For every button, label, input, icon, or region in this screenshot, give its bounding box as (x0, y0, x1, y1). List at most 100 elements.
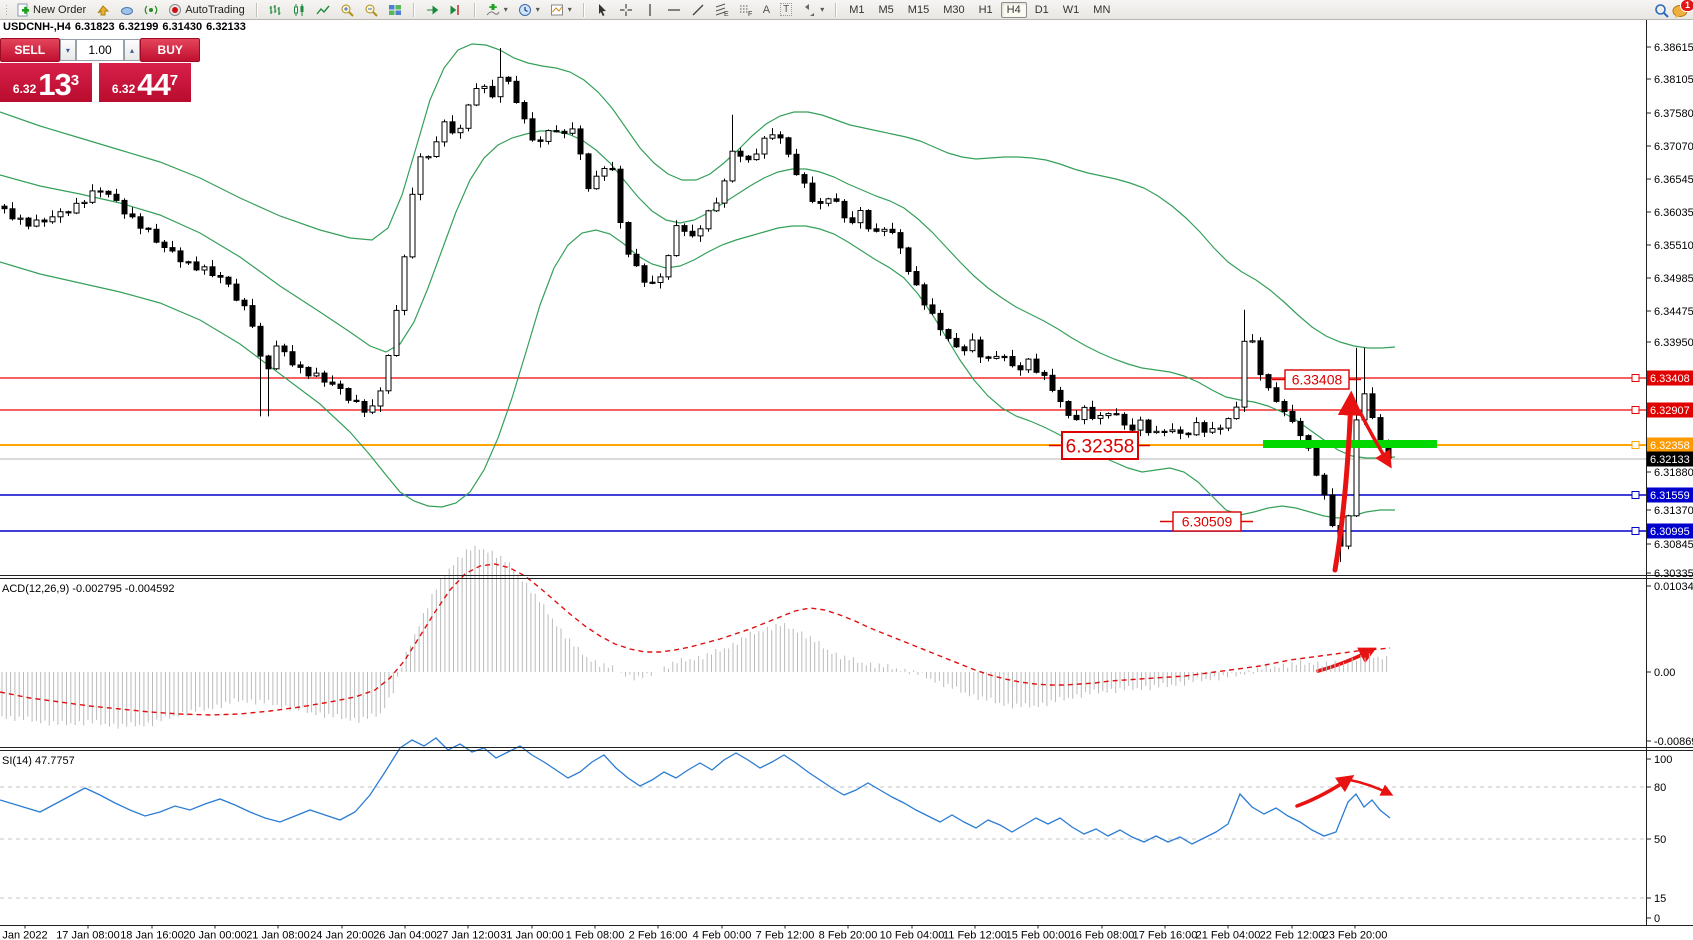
price-annotation-6.33408[interactable]: 6.33408 (1272, 369, 1361, 390)
volume-decrease-button[interactable]: ▾ (59, 39, 77, 61)
sell-price-display[interactable]: 6.32 13 3 (0, 63, 92, 102)
toolbar-right: 1 (1654, 0, 1693, 19)
timeframe-button-m5[interactable]: M5 (878, 3, 894, 16)
timeframe-button-m30[interactable]: M30 (943, 3, 965, 16)
notifications-icon[interactable]: 1 (1672, 0, 1693, 18)
zoom-in-button[interactable] (335, 1, 359, 19)
sell-price-big: 13 (38, 67, 71, 102)
timeframe-button-mn[interactable]: MN (1093, 3, 1111, 16)
toolbar-group-scroll (417, 0, 471, 19)
toolbar-separator (412, 2, 414, 17)
line-handle[interactable] (1631, 527, 1640, 535)
breakout-up-arrow[interactable] (1332, 390, 1363, 573)
timeframe-button-m15[interactable]: M15 (907, 3, 930, 16)
dropdown-caret: ▾ (535, 5, 540, 14)
text-tool-button[interactable]: A (758, 2, 775, 18)
crosshair-tool-button[interactable] (614, 1, 638, 19)
close-value: 6.32133 (206, 21, 246, 33)
auto-scroll-button[interactable] (420, 1, 444, 19)
shapes-tool-button[interactable]: ▾ (797, 1, 829, 19)
price-badge-6.32358: 6.32358 (1647, 437, 1693, 453)
toolbar-group-indicators: ▾ ▾ ▾ (478, 0, 580, 19)
chart-shift-button[interactable] (444, 1, 468, 19)
timeframe-button-h4[interactable]: H4 (1000, 1, 1027, 18)
timeframe-button-w1[interactable]: W1 (1062, 3, 1080, 16)
zoom-in-icon (340, 3, 354, 17)
autotrading-button[interactable]: AutoTrading (163, 1, 250, 19)
svg-text:6.32907: 6.32907 (1650, 405, 1690, 417)
price-annotation-6.32358[interactable]: 6.32358 (1049, 431, 1150, 460)
search-icon[interactable] (1654, 3, 1669, 18)
sell-button[interactable]: SELL (0, 38, 60, 62)
zoom-out-button[interactable] (359, 1, 383, 19)
svg-text:50: 50 (1654, 834, 1666, 846)
toolbar-separator (473, 2, 475, 17)
price-badge-6.32133: 6.32133 (1647, 451, 1693, 467)
line-handle[interactable] (1631, 491, 1640, 499)
tile-windows-button[interactable] (383, 1, 407, 19)
svg-text:16 Feb 08:00: 16 Feb 08:00 (1070, 930, 1135, 940)
label-tool-button[interactable]: T (775, 1, 797, 18)
fibonacci-icon: E (715, 3, 729, 18)
periods-button[interactable]: ▾ (513, 1, 545, 19)
open-value: 6.31823 (74, 21, 115, 33)
price-annotation-6.30509[interactable]: 6.30509 (1160, 511, 1253, 532)
timeframe-button-d1[interactable]: D1 (1034, 3, 1049, 16)
svg-text:E: E (724, 11, 729, 17)
candlestick-series (1, 48, 1392, 562)
text-tool-icon: A (762, 3, 771, 16)
line-handle[interactable] (1631, 441, 1640, 449)
svg-text:7 Feb 12:00: 7 Feb 12:00 (756, 930, 815, 940)
timeframe-button-h1[interactable]: H1 (978, 3, 993, 16)
modify-order-button[interactable] (91, 1, 115, 19)
pullback-down-arrow[interactable] (1358, 410, 1392, 469)
price-badge-6.31559: 6.31559 (1647, 487, 1693, 503)
vline-tool-button[interactable] (638, 1, 662, 19)
svg-text:1 Feb 08:00: 1 Feb 08:00 (566, 930, 625, 940)
svg-text:6.38105: 6.38105 (1654, 74, 1693, 86)
buy-button[interactable]: BUY (140, 38, 200, 62)
sell-price-sup: 3 (70, 72, 80, 89)
cursor-tool-button[interactable] (590, 1, 614, 19)
fibo-tool-button[interactable]: E (710, 1, 734, 19)
history-button[interactable] (115, 1, 139, 19)
time-axis: Jan 2022 17 Jan 08:00 18 Jan 16:00 20 Jan 0… (2, 925, 1387, 940)
volume-increase-button[interactable]: ▴ (123, 39, 141, 61)
indicators-button[interactable]: ▾ (481, 1, 513, 19)
templates-button[interactable]: ▾ (545, 1, 577, 19)
new-order-button[interactable]: New Order (11, 1, 91, 19)
rsi-down-arrow[interactable] (1348, 778, 1394, 796)
candlestick-chart-button[interactable] (287, 1, 311, 19)
volume-input[interactable]: 1.00 (76, 39, 124, 61)
channel-tool-button[interactable]: F (734, 1, 758, 19)
line-chart-button[interactable] (311, 1, 335, 19)
bollinger-bands (0, 43, 1396, 519)
chart-background (0, 19, 1693, 940)
svg-text:10 Feb 04:00: 10 Feb 04:00 (880, 930, 945, 940)
line-handle[interactable] (1631, 406, 1640, 414)
trendline-tool-button[interactable] (686, 1, 710, 19)
hline-tool-button[interactable] (662, 1, 686, 19)
bar-chart-button[interactable] (263, 1, 287, 19)
dropdown-caret: ▾ (567, 5, 572, 14)
toolbar-group-timeframes: M1 M5 M15 M30 H1 H4 D1 W1 MN (839, 0, 1120, 19)
rsi-up-arrow[interactable] (1295, 775, 1355, 808)
clock-icon (518, 3, 532, 17)
timeframe-button-m1[interactable]: M1 (849, 3, 865, 16)
chart-title: USDCNH-,H4 6.31823 6.32199 6.31430 6.32133 (3, 21, 250, 33)
rsi-label: SI(14) 47.7757 (2, 755, 75, 767)
line-handle[interactable] (1631, 374, 1640, 382)
svg-text:6.31559: 6.31559 (1650, 490, 1690, 502)
buy-price-display[interactable]: 6.32 44 7 (99, 63, 191, 102)
notification-count-badge: 1 (1679, 0, 1693, 12)
svg-text:26 Jan 04:00: 26 Jan 04:00 (373, 930, 437, 940)
svg-text:100: 100 (1654, 754, 1672, 766)
svg-text:6.32358: 6.32358 (1650, 440, 1690, 452)
svg-text:Jan 2022: Jan 2022 (2, 930, 47, 940)
svg-text:-0.008696: -0.008696 (1654, 736, 1693, 748)
toolbar-grip[interactable] (5, 3, 9, 16)
svg-text:6.32358: 6.32358 (1066, 436, 1135, 457)
signals-button[interactable] (139, 1, 163, 19)
svg-text:80: 80 (1654, 782, 1666, 794)
